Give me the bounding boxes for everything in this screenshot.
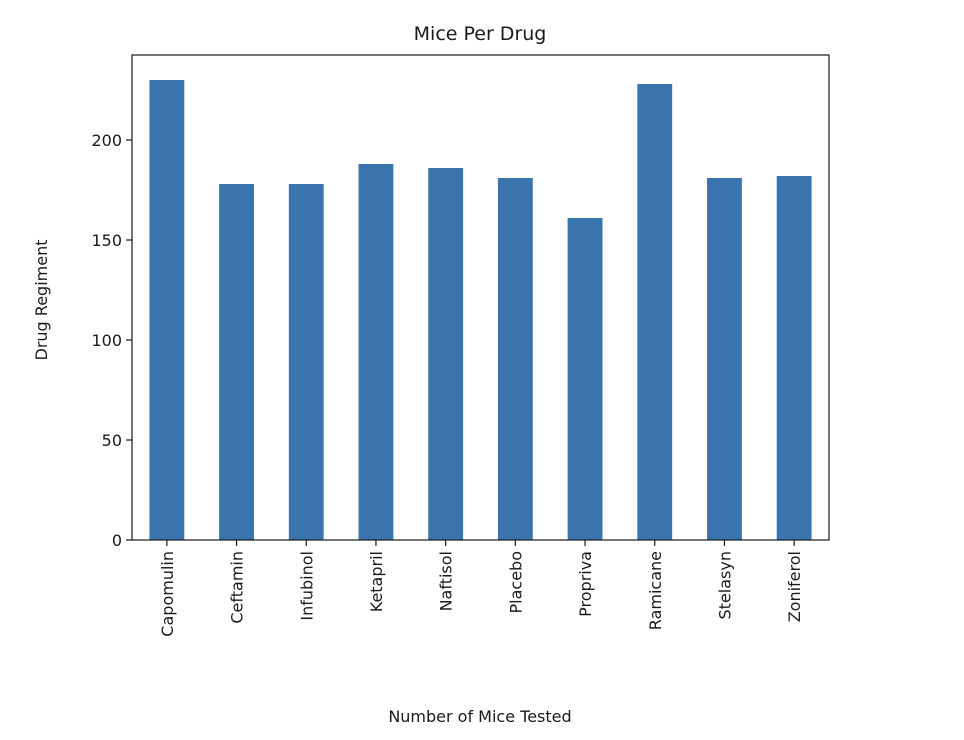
bar-ceftamin bbox=[219, 184, 254, 540]
x-axis: Capomulin Ceftamin Infubinol Ketapril Naftis… bbox=[158, 540, 804, 637]
x-axis-label: Number of Mice Tested bbox=[388, 707, 571, 726]
x-tick-label-ramicane: Ramicane bbox=[646, 551, 665, 630]
x-tick-label-propriva: Propriva bbox=[576, 551, 595, 617]
x-tick-label-stelasyn: Stelasyn bbox=[715, 551, 734, 619]
plot-area-frame bbox=[131, 54, 830, 541]
x-tick-label-naftisol: Naftisol bbox=[437, 551, 456, 611]
x-tick-label-infubinol: Infubinol bbox=[297, 551, 316, 621]
bar-infubinol bbox=[288, 184, 324, 540]
bar-placebo bbox=[497, 178, 533, 540]
bars-group bbox=[149, 80, 812, 540]
bar-stelasyn bbox=[707, 178, 742, 540]
y-axis-label: Drug Regiment bbox=[32, 240, 51, 361]
x-tick-label-ceftamin: Ceftamin bbox=[228, 551, 247, 624]
y-tick-label: 0 bbox=[112, 531, 122, 550]
x-tick-label-placebo: Placebo bbox=[506, 551, 525, 613]
x-tick-label-zoniferol: Zoniferol bbox=[785, 551, 804, 622]
y-axis: 0 50 100 150 200 bbox=[91, 131, 132, 550]
y-tick-label: 150 bbox=[91, 231, 122, 250]
bar-propriva bbox=[567, 218, 603, 540]
y-tick-label: 200 bbox=[91, 131, 122, 150]
x-tick-label-ketapril: Ketapril bbox=[367, 551, 386, 612]
y-tick-label: 100 bbox=[91, 331, 122, 350]
y-tick-label: 50 bbox=[102, 431, 122, 450]
chart-title: Mice Per Drug bbox=[414, 23, 547, 45]
bar-ramicane bbox=[637, 84, 673, 540]
bar-naftisol bbox=[428, 168, 464, 540]
bar-zoniferol bbox=[776, 176, 812, 540]
bar-capomulin bbox=[149, 80, 185, 540]
x-tick-label-capomulin: Capomulin bbox=[158, 551, 177, 637]
bar-ketapril bbox=[358, 164, 394, 540]
